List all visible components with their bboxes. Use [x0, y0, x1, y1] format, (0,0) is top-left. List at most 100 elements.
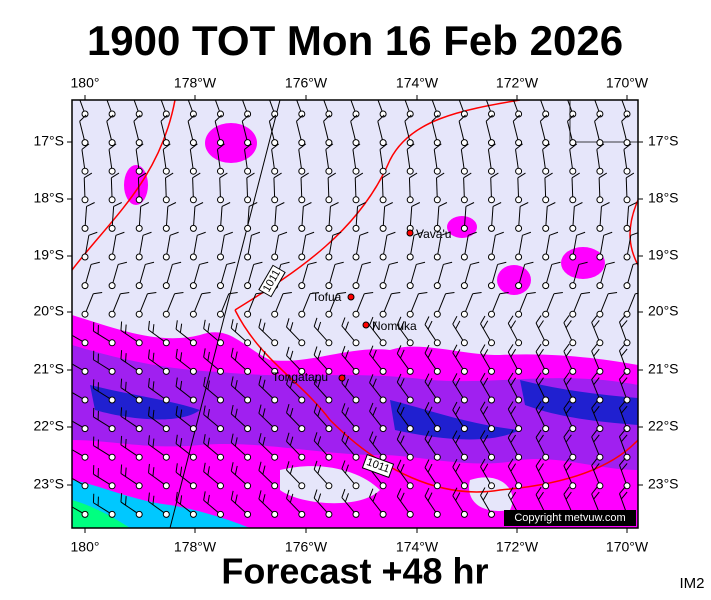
- barb-staff: [539, 121, 547, 143]
- station: [515, 224, 523, 232]
- station: [433, 282, 441, 290]
- lat-label: 17°S: [648, 133, 679, 149]
- station: [379, 167, 387, 175]
- barb-flag: [273, 172, 282, 179]
- barb-flag: [619, 486, 626, 495]
- station: [244, 482, 252, 490]
- barb-flag: [221, 202, 231, 207]
- barb-flag: [307, 261, 317, 265]
- station: [217, 253, 224, 261]
- barb-staff: [219, 177, 221, 200]
- barb-staff: [480, 409, 492, 429]
- lat-label: 18°S: [648, 190, 679, 206]
- barb-flag: [317, 407, 322, 417]
- station: [488, 167, 495, 175]
- barb-flag: [510, 434, 517, 443]
- barb-flag: [458, 114, 466, 122]
- barb-flag: [207, 437, 210, 447]
- station: [515, 110, 523, 118]
- station: [569, 396, 577, 404]
- place-label: Tongatapu: [272, 370, 328, 384]
- station: [433, 253, 441, 261]
- barb-flag: [472, 292, 482, 295]
- barb-flag: [480, 372, 486, 382]
- barb-flag: [241, 114, 250, 122]
- barb-flag: [603, 231, 613, 236]
- barb-staff: [175, 386, 194, 401]
- station: [406, 482, 414, 490]
- barb-flag: [482, 434, 489, 444]
- barb-flag: [507, 315, 514, 324]
- barb-staff: [106, 100, 113, 115]
- barb-flag: [364, 292, 374, 295]
- barb-staff: [480, 437, 492, 458]
- barb-staff: [599, 264, 607, 286]
- barb-flag: [120, 292, 130, 295]
- barb-flag: [427, 435, 433, 444]
- barb-staff: [621, 100, 628, 115]
- barb-flag: [452, 430, 458, 439]
- station: [460, 396, 468, 404]
- barb-staff: [463, 206, 467, 229]
- barb-flag: [317, 436, 322, 446]
- barb-flag: [203, 462, 206, 472]
- barb-staff: [507, 323, 520, 344]
- barb-flag: [289, 465, 294, 475]
- station: [108, 339, 116, 347]
- station: [244, 167, 252, 175]
- station: [623, 167, 631, 175]
- station: [162, 396, 170, 404]
- station: [298, 425, 306, 433]
- barb-flag: [120, 378, 123, 388]
- barb-flag: [424, 344, 430, 354]
- barb-flag: [341, 431, 346, 441]
- station: [81, 339, 89, 347]
- station: [189, 282, 197, 290]
- barb-flag: [125, 410, 127, 420]
- station: [352, 196, 360, 204]
- station: [569, 453, 577, 461]
- barb-staff: [619, 321, 628, 343]
- barb-staff: [563, 351, 574, 372]
- barb-staff: [377, 121, 384, 143]
- barb-staff: [452, 409, 465, 429]
- barb-flag: [201, 292, 211, 295]
- station: [162, 282, 170, 290]
- barb-flag: [344, 378, 349, 388]
- barb-flag: [480, 430, 486, 439]
- barb-staff: [192, 264, 200, 286]
- barb-staff: [93, 330, 113, 344]
- barb-staff: [598, 177, 601, 200]
- barb-staff: [175, 500, 194, 515]
- barb-flag: [113, 202, 122, 207]
- station: [244, 282, 252, 290]
- barb-staff: [354, 177, 357, 200]
- lat-label: 17°S: [33, 133, 64, 149]
- station: [217, 196, 224, 204]
- barb-flag: [526, 292, 536, 295]
- lat-label: 23°S: [33, 476, 64, 492]
- barb-staff: [313, 497, 330, 515]
- barb-staff: [268, 121, 276, 143]
- barb-flag: [517, 172, 526, 179]
- station: [515, 196, 523, 204]
- barb-staff: [545, 264, 553, 286]
- barb-staff: [203, 471, 221, 487]
- station: [81, 310, 89, 318]
- station: [189, 139, 197, 147]
- station: [135, 339, 143, 347]
- barb-staff: [93, 416, 113, 430]
- barb-flag: [317, 379, 322, 388]
- station: [569, 310, 577, 318]
- barb-staff: [355, 206, 359, 229]
- station: [569, 110, 577, 118]
- barb-flag: [547, 202, 556, 207]
- station: [271, 367, 279, 375]
- barb-staff: [507, 466, 520, 487]
- station: [542, 310, 550, 318]
- station: [217, 510, 224, 518]
- station: [189, 339, 197, 347]
- station: [433, 396, 441, 404]
- place-label: Vava'u: [416, 227, 451, 241]
- barb-flag: [620, 491, 628, 500]
